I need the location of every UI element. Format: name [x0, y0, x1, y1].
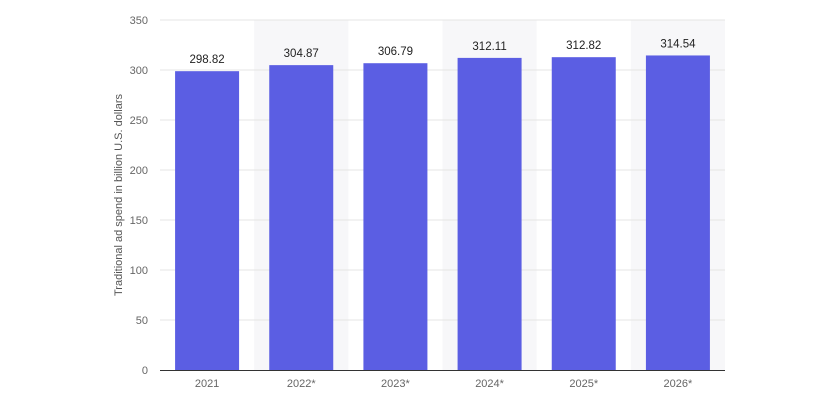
y-axis-title: Traditional ad spend in billion U.S. dol…: [113, 94, 125, 296]
bar: [645, 55, 710, 371]
value-labels: 298.82 304.87 306.79 312.11 312.82 314.54: [189, 38, 696, 66]
y-tick-label: 50: [136, 315, 148, 327]
x-tick-label: 2023*: [381, 378, 410, 390]
y-tick-label: 300: [130, 65, 148, 77]
bar: [551, 57, 616, 371]
data-label: 312.11: [472, 41, 506, 53]
data-label: 304.87: [284, 48, 319, 60]
bars: [175, 55, 710, 371]
y-axis-ticks: 0 50 100 150 200 250 300 350: [130, 15, 148, 377]
data-label: 314.54: [660, 38, 696, 50]
bar: [363, 63, 428, 371]
data-label: 312.82: [566, 40, 601, 52]
y-tick-label: 350: [130, 15, 148, 27]
x-tick-label: 2024*: [475, 378, 504, 390]
data-label: 306.79: [378, 46, 413, 58]
y-tick-label: 150: [130, 215, 148, 227]
y-tick-label: 0: [142, 365, 148, 377]
x-tick-label: 2025*: [569, 378, 598, 390]
y-tick-label: 100: [130, 265, 148, 277]
bar: [269, 65, 334, 370]
x-axis-ticks: 2021 2022* 2023* 2024* 2025* 2026*: [195, 378, 693, 390]
y-tick-label: 250: [130, 115, 148, 127]
x-tick-label: 2022*: [287, 378, 316, 390]
bar: [175, 71, 240, 371]
x-tick-label: 2021: [195, 378, 219, 390]
gridlines: [160, 19, 725, 321]
bar: [457, 57, 522, 370]
data-label: 298.82: [189, 54, 224, 66]
y-tick-label: 200: [130, 165, 148, 177]
x-tick-label: 2026*: [664, 378, 693, 390]
